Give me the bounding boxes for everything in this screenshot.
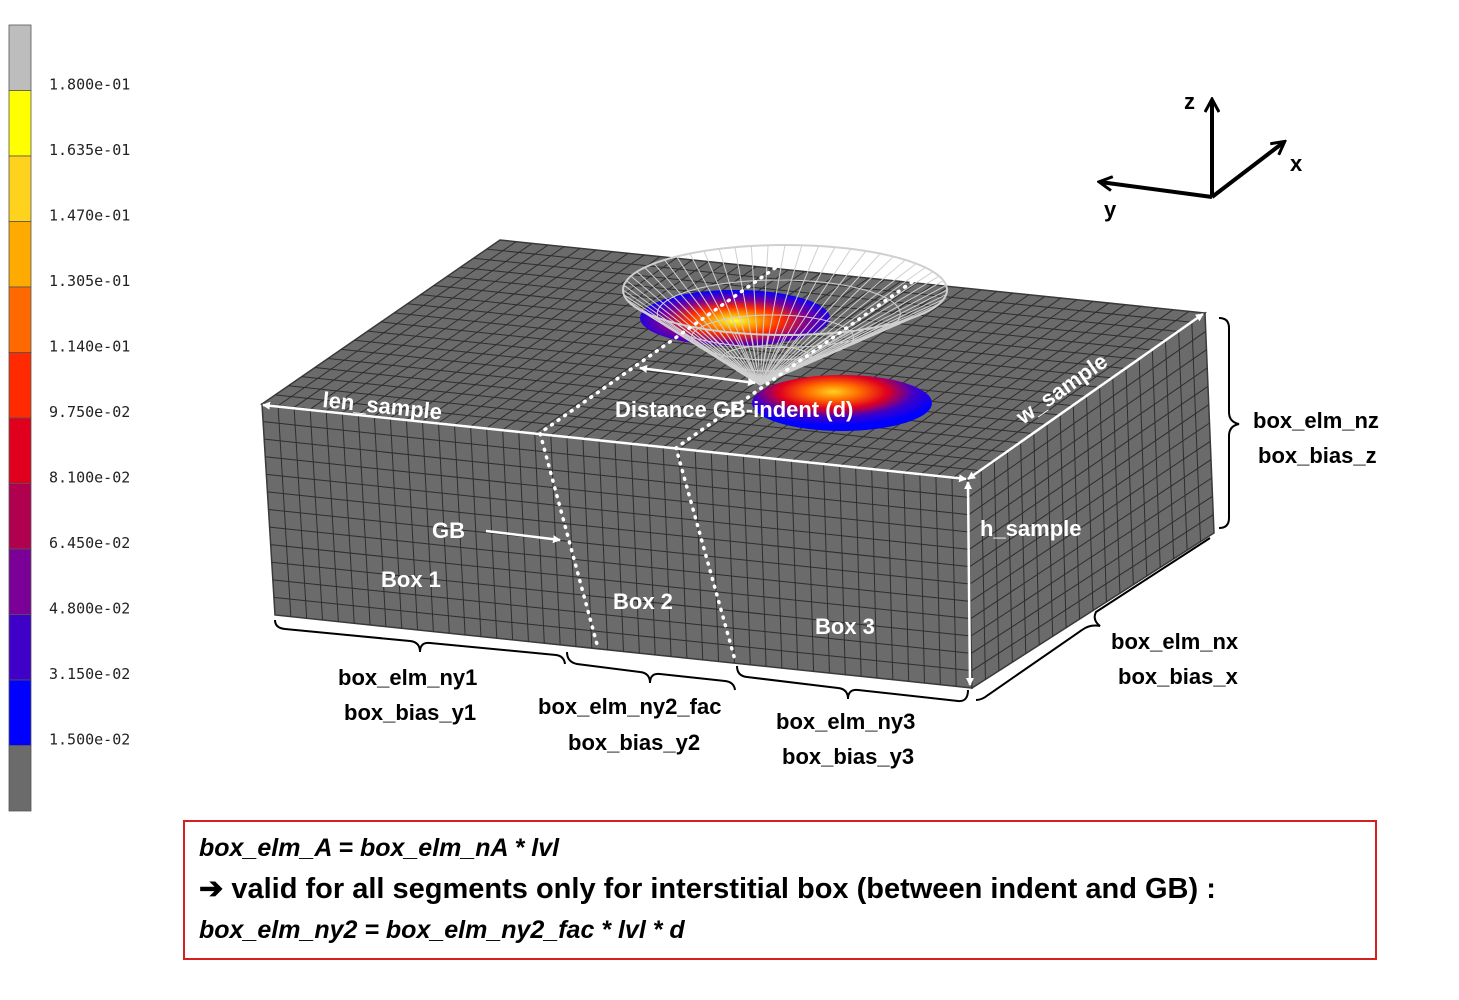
box-bias-z-label: box_bias_z: [1258, 443, 1377, 468]
len-sample-arrow: [262, 401, 967, 483]
colorbar-swatch: [8, 548, 32, 615]
box-elm-nx-label: box_elm_nx: [1111, 629, 1239, 654]
colorbar-tick-label: 1.305e-01: [49, 272, 130, 290]
box-elm-ny1-label: box_elm_ny1: [338, 665, 477, 690]
x-axis-label: x: [1290, 151, 1303, 176]
gb-pointer-arrow: [485, 529, 561, 544]
box-bias-y1-label: box_bias_y1: [344, 700, 476, 725]
brace-ny3: [736, 665, 969, 703]
colorbar-swatch: [8, 679, 32, 746]
colorbar-tick-label: 1.470e-01: [49, 207, 130, 225]
brace-ny1: [274, 619, 566, 665]
colorbar-tick-label: 4.800e-02: [49, 600, 130, 618]
box1-label: Box 1: [381, 567, 441, 592]
brace-ny2: [566, 651, 736, 691]
colorbar-swatch: [8, 352, 32, 419]
colorbar-swatch: [8, 417, 32, 484]
colorbar-swatch: [8, 614, 32, 681]
box-elm-nz-label: box_elm_nz: [1253, 408, 1379, 433]
y-axis-arrow: [1100, 182, 1213, 199]
colorbar-tick-label: 9.750e-02: [49, 403, 130, 421]
colorbar-tick-label: 1.500e-02: [49, 731, 130, 749]
brace-nx: [975, 537, 1211, 701]
box2-label: Box 2: [613, 589, 673, 614]
colorbar-swatch: [8, 483, 32, 550]
h-sample-arrow: [964, 481, 974, 686]
box-bias-y3-label: box_bias_y3: [782, 744, 914, 769]
w-sample-arrow: [967, 312, 1204, 481]
colorbar-swatch: [8, 286, 32, 353]
box3-label: Box 3: [815, 614, 875, 639]
colorbar-swatch: [8, 90, 32, 157]
axis-triad: z x y: [1100, 89, 1303, 222]
distance-label: Distance GB-indent (d): [615, 397, 853, 422]
x-axis-arrow: [1210, 142, 1284, 199]
formula-box: box_elm_A = box_elm_nA * lvl ➔ valid for…: [183, 820, 1377, 960]
box-bias-x-label: box_bias_x: [1118, 664, 1239, 689]
indenter-wireframe: [622, 244, 948, 386]
colorbar-swatch: [8, 24, 32, 91]
indenter-rim: [622, 244, 948, 336]
box-bias-y2-label: box_bias_y2: [568, 730, 700, 755]
colorbar-tick-label: 1.140e-01: [49, 338, 130, 356]
colorbar-tick-label: 3.150e-02: [49, 665, 130, 683]
colorbar: [8, 24, 32, 812]
brace-nz: [1218, 317, 1240, 529]
gb-label: GB: [432, 518, 465, 543]
z-axis-label: z: [1184, 89, 1195, 114]
colorbar-tick-label: 6.450e-02: [49, 534, 130, 552]
h-sample-label: h_sample: [980, 516, 1082, 541]
box-elm-ny3-label: box_elm_ny3: [776, 709, 915, 734]
colorbar-tick-label: 1.635e-01: [49, 141, 130, 159]
formula-line-3: box_elm_ny2 = box_elm_ny2_fac * lvl * d: [199, 916, 685, 944]
formula-line-2: ➔ valid for all segments only for inters…: [199, 873, 1216, 905]
colorbar-swatch: [8, 745, 32, 812]
colorbar-swatch: [8, 221, 32, 288]
box-elm-ny2-fac-label: box_elm_ny2_fac: [538, 694, 721, 719]
colorbar-tick-label: 1.800e-01: [49, 76, 130, 94]
colorbar-tick-label: 8.100e-02: [49, 469, 130, 487]
colorbar-swatch: [8, 155, 32, 222]
y-axis-label: y: [1104, 197, 1117, 222]
distance-arrow: [639, 364, 756, 387]
colorbar-ticks: 1.800e-01 1.635e-01 1.470e-01 1.305e-01 1.14…: [49, 76, 130, 749]
formula-line-1: box_elm_A = box_elm_nA * lvl: [199, 834, 560, 862]
